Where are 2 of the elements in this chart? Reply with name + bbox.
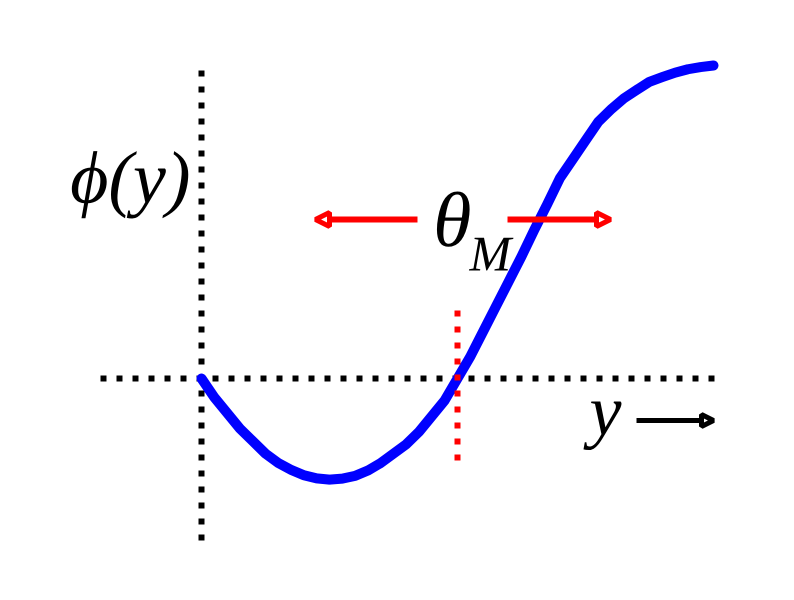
y-axis-title: ϕ(y)	[70, 138, 191, 220]
x-axis-title: y	[582, 370, 622, 450]
